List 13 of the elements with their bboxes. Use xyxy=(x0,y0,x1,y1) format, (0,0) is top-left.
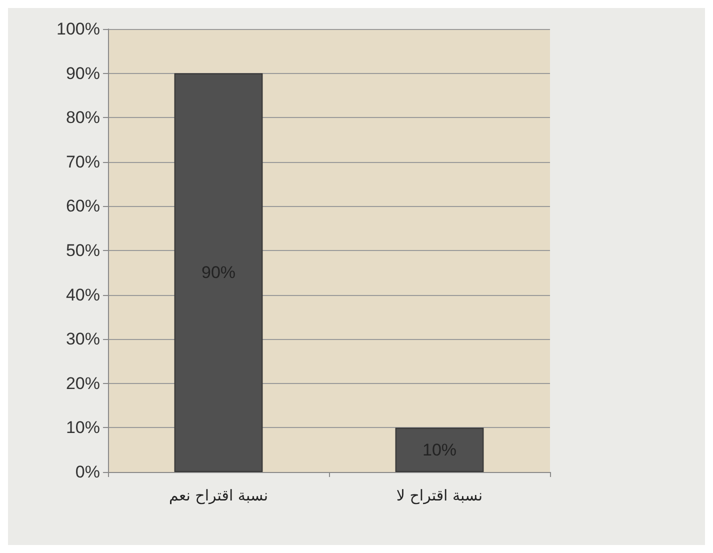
x-tick-label: نسبة اقتراح نعم xyxy=(168,486,268,504)
y-tick-label: 0% xyxy=(75,462,100,482)
y-tick-label: 20% xyxy=(66,374,100,393)
y-tick-label: 30% xyxy=(66,330,100,349)
y-tick-label: 70% xyxy=(66,152,100,172)
x-tick-label: نسبة اقتراح لا xyxy=(396,486,483,504)
y-tick-label: 90% xyxy=(66,64,100,83)
y-tick-label: 10% xyxy=(66,418,100,438)
y-tick-label: 60% xyxy=(66,196,100,216)
y-tick-label: 100% xyxy=(56,20,100,38)
y-tick-label: 40% xyxy=(66,285,100,304)
y-tick-label: 50% xyxy=(66,241,100,260)
y-tick-label: 80% xyxy=(66,108,100,128)
